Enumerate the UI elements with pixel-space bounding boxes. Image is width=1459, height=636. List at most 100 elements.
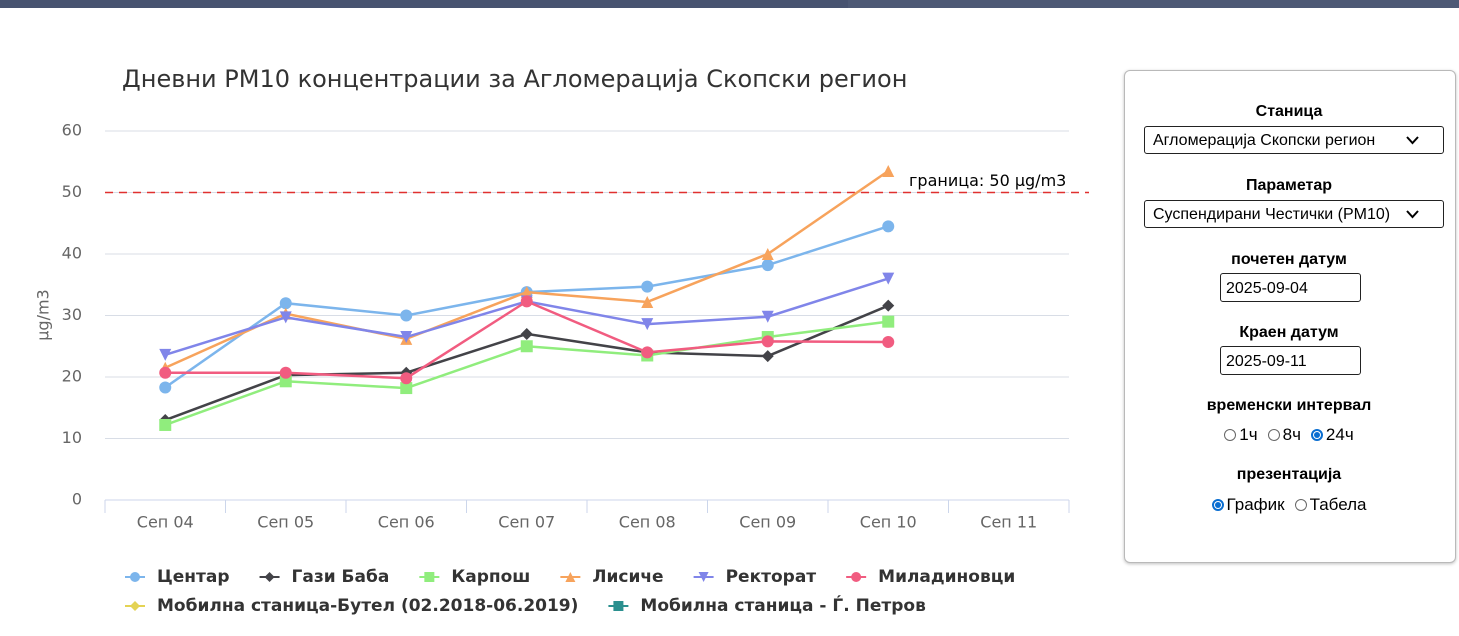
radio-option[interactable]: Табела xyxy=(1294,495,1367,515)
marker xyxy=(882,335,895,348)
y-tick-label: 20 xyxy=(62,367,82,386)
radio-label: 8ч xyxy=(1282,425,1301,444)
select-value: Агломерација Скопски регион xyxy=(1153,132,1376,149)
marker xyxy=(400,331,413,344)
radio-label: Табела xyxy=(1309,495,1367,514)
legend-label: Карпош xyxy=(451,567,530,587)
field-label: презентација xyxy=(1236,466,1342,483)
marker xyxy=(400,382,413,395)
marker xyxy=(851,572,862,582)
field-label: Параметар xyxy=(1245,177,1333,194)
marker xyxy=(761,310,774,323)
radio-label: 24ч xyxy=(1325,425,1354,444)
marker xyxy=(159,366,172,379)
y-tick-label: 40 xyxy=(62,244,82,263)
x-tick-label: Сеп 07 xyxy=(498,513,555,532)
marker xyxy=(641,318,654,331)
marker xyxy=(882,164,895,177)
radio-option[interactable]: 1ч xyxy=(1224,425,1258,445)
marker xyxy=(761,248,774,260)
top-bar xyxy=(848,0,1459,8)
marker xyxy=(130,601,140,611)
radio-option[interactable]: 24ч xyxy=(1310,425,1354,445)
marker xyxy=(882,220,895,233)
marker xyxy=(279,297,292,310)
x-tick-label: Сеп 05 xyxy=(257,513,314,532)
radio-group: 1ч 8ч 24ч xyxy=(1125,425,1453,445)
parameter-select[interactable]: Суспендирани Честички (PM10) xyxy=(1144,200,1444,228)
station-select[interactable]: Агломерација Скопски регион xyxy=(1144,126,1444,154)
field-label: Станица xyxy=(1255,103,1323,120)
field-label: почетен датум xyxy=(1231,251,1347,268)
radio-button[interactable] xyxy=(1267,429,1280,441)
legend-label: Центар xyxy=(157,567,230,587)
radio-button[interactable] xyxy=(1224,429,1237,441)
radio-button[interactable] xyxy=(1310,429,1323,441)
legend-item[interactable]: Карпош xyxy=(419,567,530,587)
marker xyxy=(279,375,292,388)
legend-item[interactable]: Ректорат xyxy=(693,567,817,587)
end-date-input[interactable]: 2025-09-11 xyxy=(1220,346,1361,375)
chart-title: Дневни PM10 концентрации за Агломерација… xyxy=(122,65,907,93)
marker xyxy=(279,366,292,379)
field-label: Краен датум xyxy=(1239,324,1339,341)
legend-item[interactable]: Центар xyxy=(125,567,230,587)
marker xyxy=(882,272,895,285)
top-bar xyxy=(0,0,1459,8)
marker xyxy=(424,572,435,582)
chart: Дневни PM10 концентрации за Агломерација… xyxy=(34,65,1089,616)
marker xyxy=(641,280,654,293)
legend-label: Мобилна станица - Ѓ. Петров xyxy=(640,594,926,616)
radio-group: График Табела xyxy=(1125,495,1453,515)
radio-label: График xyxy=(1226,495,1285,514)
radio-label: 1ч xyxy=(1239,425,1258,444)
radio-option[interactable]: 8ч xyxy=(1267,425,1301,445)
field-label: временски интервал xyxy=(1206,397,1372,414)
legend-item[interactable]: Миладиновци xyxy=(846,567,1015,587)
legend-label: Ректорат xyxy=(726,567,817,587)
marker xyxy=(279,311,292,324)
marker xyxy=(882,299,895,312)
y-tick-label: 50 xyxy=(62,182,82,201)
marker xyxy=(159,348,172,361)
marker xyxy=(761,350,774,363)
input-value: 2025-09-11 xyxy=(1226,353,1307,370)
legend-item[interactable]: Мобилна станица-Бутел (02.2018-06.2019) xyxy=(125,596,578,616)
radio-option[interactable]: График xyxy=(1211,495,1285,515)
marker xyxy=(520,327,533,340)
x-tick-label: Сеп 10 xyxy=(860,513,917,532)
y-tick-label: 10 xyxy=(62,428,82,447)
radio-button[interactable] xyxy=(1294,499,1307,511)
legend-item[interactable]: Гази Баба xyxy=(259,567,390,587)
y-tick-label: 60 xyxy=(62,121,82,140)
radio-button[interactable] xyxy=(1211,499,1224,511)
legend-label: Гази Баба xyxy=(292,567,390,587)
marker xyxy=(400,309,413,322)
select-value: Суспендирани Честички (PM10) xyxy=(1153,206,1391,223)
chevron xyxy=(1406,210,1419,219)
marker xyxy=(400,372,413,385)
y-axis-title: µg/m3 xyxy=(34,289,53,341)
marker xyxy=(882,315,895,328)
legend-label: Лисиче xyxy=(592,567,663,587)
input-value: 2025-09-04 xyxy=(1226,280,1308,297)
start-date-input[interactable]: 2025-09-04 xyxy=(1220,273,1361,302)
marker xyxy=(641,346,654,359)
filter-panel: Станица Агломерација Скопски регион Пара… xyxy=(1124,70,1456,563)
y-tick-label: 0 xyxy=(72,490,82,509)
marker xyxy=(159,381,172,394)
y-tick-label: 30 xyxy=(62,305,82,324)
marker xyxy=(761,259,774,272)
legend-item[interactable]: Лисиче xyxy=(560,567,664,587)
marker xyxy=(761,335,774,348)
legend-label: Миладиновци xyxy=(878,567,1015,587)
marker xyxy=(641,295,654,308)
marker xyxy=(565,572,576,582)
marker xyxy=(159,418,172,431)
legend-item[interactable]: Мобилна станица - Ѓ. Петров xyxy=(608,594,926,616)
series-line xyxy=(164,304,889,422)
limit-label: граница: 50 µg/m3 xyxy=(909,171,1066,190)
x-tick-label: Сеп 09 xyxy=(739,513,796,532)
marker xyxy=(613,601,624,611)
marker xyxy=(698,572,709,582)
